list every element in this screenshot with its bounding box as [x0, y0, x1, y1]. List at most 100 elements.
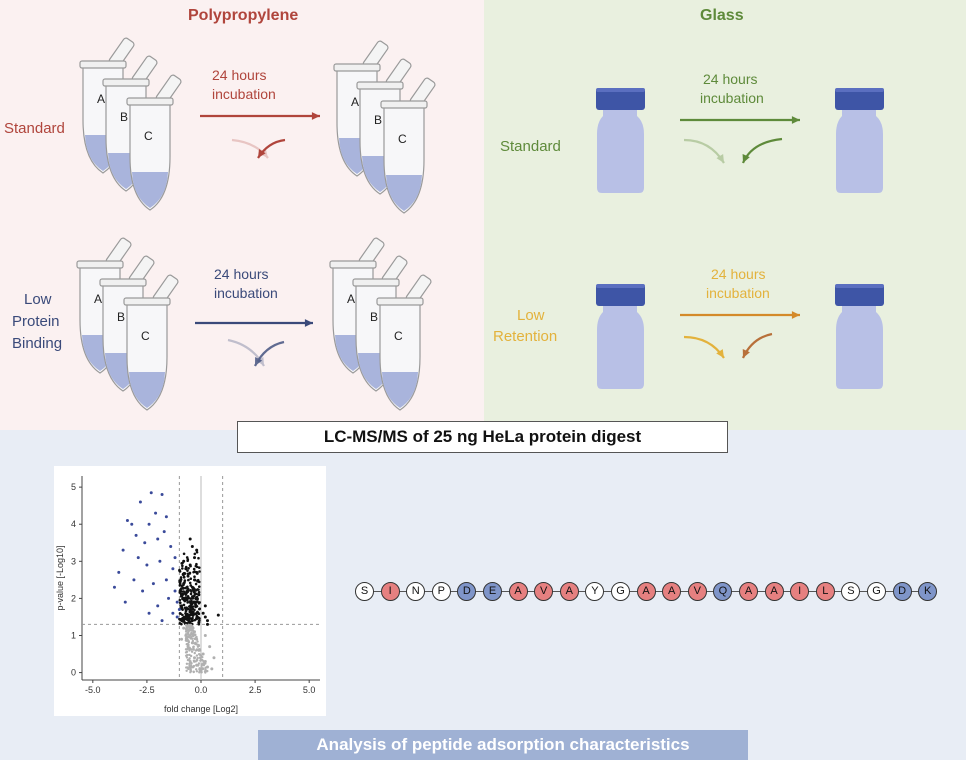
cluster-point-grey [194, 649, 198, 652]
arrow-line [741, 137, 783, 164]
pp-low-incubation-line2: incubation [214, 285, 278, 301]
x-tick-label: -5.0 [85, 685, 101, 695]
cluster-point-black [192, 570, 195, 574]
cluster-point-black [181, 567, 184, 570]
data-point [203, 604, 207, 608]
cluster-point-grey [190, 624, 194, 628]
residue-a: A [559, 582, 579, 601]
cluster-point-black [185, 556, 189, 559]
vial-body [597, 108, 644, 193]
vial-cap-rim [835, 284, 884, 288]
cluster-point-grey [185, 639, 189, 642]
data-point [199, 669, 203, 673]
y-tick-label: 4 [71, 519, 76, 529]
pp-standard-arrow [200, 112, 320, 120]
data-point [195, 663, 199, 667]
arrow-head [255, 357, 263, 366]
cluster-point-black [198, 570, 201, 573]
cluster-point-black [197, 590, 201, 594]
cluster-point-grey [195, 658, 198, 662]
tube-rim [123, 297, 171, 306]
y-axis-label: p-value [-Log10] [55, 545, 65, 610]
cluster-point-grey [184, 627, 188, 630]
cluster-point-black [195, 588, 198, 592]
data-point [203, 659, 207, 663]
cluster-point-black [197, 566, 201, 569]
cluster-point-black [193, 608, 196, 612]
cluster-point-black [191, 613, 195, 617]
cluster-point-grey [201, 667, 205, 671]
data-point [164, 578, 168, 582]
cluster-point-black [195, 592, 198, 596]
cluster-point-black [195, 597, 199, 600]
data-point [184, 596, 188, 600]
residue-i: I [380, 582, 400, 601]
tube-rim [333, 63, 381, 72]
residue-y: Y [585, 582, 605, 601]
cluster-point-black [192, 610, 195, 614]
cluster-point-grey [185, 656, 189, 659]
data-point [162, 530, 166, 534]
lcms-label-box: LC-MS/MS of 25 ng HeLa protein digest [237, 421, 728, 453]
cluster-point-black [186, 559, 189, 563]
arrow-head [791, 311, 800, 319]
cluster-point-black [196, 578, 200, 582]
data-point [125, 519, 129, 523]
data-point [136, 556, 140, 560]
arrow-line [231, 138, 269, 159]
cluster-point-grey [189, 647, 192, 651]
vial-cap-rim [596, 88, 645, 92]
data-point [169, 544, 173, 548]
glass-standard-desorb-arrow [741, 137, 783, 164]
x-tick-label: 5.0 [303, 685, 316, 695]
cluster-point-black [189, 588, 192, 592]
data-point [212, 656, 216, 660]
tube-letter: B [117, 310, 125, 324]
glass-standard-after-vial [835, 88, 884, 193]
cluster-point-black [180, 584, 184, 588]
residue-a: A [508, 582, 528, 601]
pp-standard-after-tube-c: C [380, 77, 436, 214]
residue-v: V [687, 582, 707, 601]
data-point [167, 596, 171, 600]
data-point [195, 611, 199, 615]
cluster-point-black [194, 564, 198, 568]
glass-standard-incubation-line1: 24 hours [703, 71, 758, 87]
data-point [195, 548, 199, 552]
cluster-point-black [191, 596, 195, 600]
data-point [190, 619, 194, 623]
tube-letter: C [141, 329, 150, 343]
tube-letter: C [144, 129, 153, 143]
cluster-point-grey [188, 629, 191, 632]
cluster-point-black [192, 589, 196, 593]
pp-standard-label: Standard [4, 120, 65, 137]
glass-panel [484, 0, 966, 430]
volcano-plot: -5.0 -2.5 0.0 2.5 5.0 0 1 2 3 4 5 fold change [Log2… [54, 466, 326, 716]
cluster-point-black [182, 615, 186, 619]
cluster-point-grey [196, 657, 199, 660]
pp-standard-incubation-line1: 24 hours [212, 67, 267, 83]
data-point [190, 585, 194, 589]
glass-low-desorb-arrow [741, 332, 773, 359]
cluster-point-grey [192, 647, 195, 650]
cluster-point-black [189, 584, 193, 587]
tube-letter: A [94, 292, 102, 306]
tube-rim [356, 81, 404, 90]
x-tick-label: 0.0 [195, 685, 208, 695]
cluster-point-black [178, 591, 182, 594]
data-point [134, 533, 138, 537]
cluster-point-grey [185, 662, 189, 665]
data-point [175, 600, 179, 604]
cluster-point-black [191, 616, 194, 620]
arrow-head [304, 319, 313, 327]
tube-liquid [386, 175, 422, 211]
residue-g: G [867, 582, 886, 601]
cluster-point-grey [191, 633, 195, 636]
cluster-point-black [187, 613, 191, 617]
residue-e: E [483, 582, 502, 601]
cluster-point-black [195, 562, 198, 566]
cluster-point-black [186, 585, 189, 589]
cluster-point-grey [193, 642, 196, 645]
residue-d: D [892, 582, 912, 601]
data-point [210, 667, 214, 671]
